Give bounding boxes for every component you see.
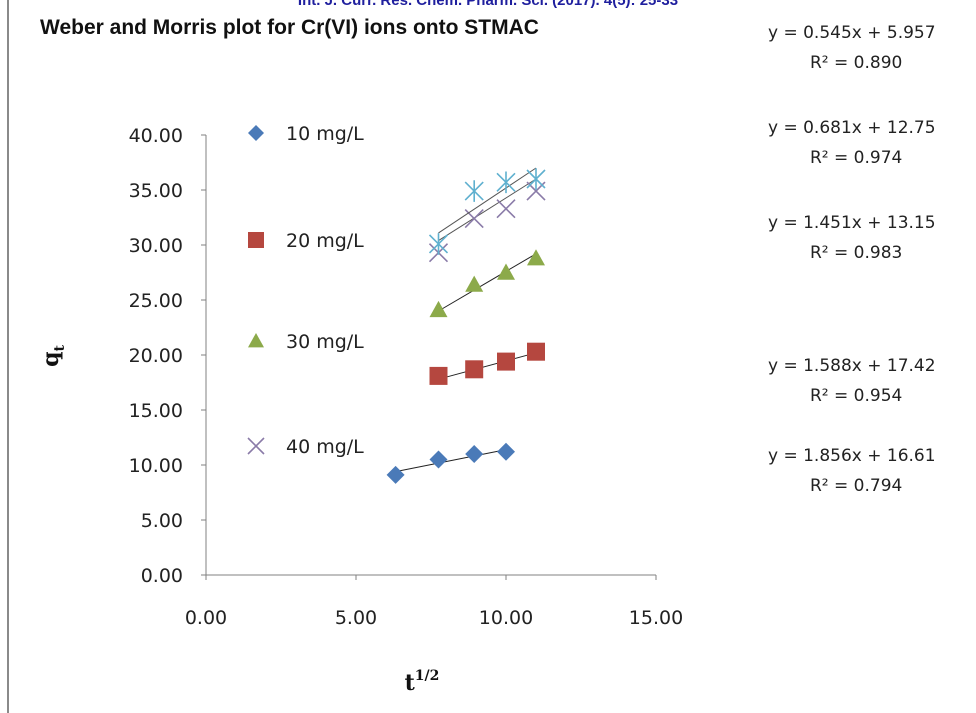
legend-marker	[247, 437, 265, 455]
y-tick-label: 20.00	[129, 345, 183, 367]
legend-label: 30 mg/L	[286, 331, 364, 353]
x-axis-label: t1/2	[405, 668, 440, 696]
trendline-series-1	[395, 449, 507, 473]
journal-header: Int. J. Curr. Res. Chem. Pharm. Sci. (20…	[297, 0, 679, 9]
data-point-series-5	[526, 168, 546, 190]
chart-title: Weber and Morris plot for Cr(VI) ions on…	[40, 16, 539, 39]
regression-equation: y = 0.545x + 5.957	[768, 23, 936, 43]
data-point-series-5	[496, 171, 516, 194]
regression-r2: R² = 0.890	[810, 53, 902, 73]
legend-marker	[248, 232, 264, 248]
regression-r2: R² = 0.954	[810, 386, 902, 406]
y-tick-label: 5.00	[141, 510, 183, 532]
trendline-series-2	[438, 352, 537, 380]
x-tick-label: 10.00	[479, 607, 533, 629]
data-point-series-1	[386, 465, 405, 484]
data-point-series-4	[464, 209, 484, 229]
regression-r2: R² = 0.974	[810, 148, 902, 168]
x-tick-label: 5.00	[335, 607, 377, 629]
data-point-series-1	[465, 445, 484, 463]
regression-equation: y = 1.856x + 16.61	[768, 446, 936, 466]
regression-equation: y = 0.681x + 12.75	[768, 118, 936, 138]
data-point-series-1	[429, 450, 448, 469]
x-tick-label: 15.00	[629, 607, 683, 629]
data-point-series-5	[428, 233, 449, 255]
regression-r2: R² = 0.983	[810, 243, 902, 263]
data-point-series-5	[464, 180, 484, 202]
y-tick-label: 35.00	[129, 180, 183, 202]
y-tick-label: 10.00	[129, 455, 183, 477]
data-point-series-3	[527, 249, 545, 266]
y-tick-label: 25.00	[129, 290, 183, 312]
data-point-series-3	[429, 300, 448, 318]
y-tick-label: 0.00	[141, 565, 183, 587]
y-tick-label: 15.00	[129, 400, 183, 422]
legend-label: 40 mg/L	[286, 436, 364, 458]
y-axis-label: qt	[38, 345, 68, 367]
data-point-series-4	[496, 199, 516, 219]
regression-r2: R² = 0.794	[810, 476, 902, 496]
x-tick-label: 0.00	[185, 607, 227, 629]
data-point-series-2	[465, 360, 484, 379]
y-tick-label: 40.00	[129, 125, 183, 147]
y-tick-label: 30.00	[129, 235, 183, 257]
data-point-series-3	[497, 263, 515, 280]
data-point-series-2	[527, 342, 545, 361]
data-point-series-2	[497, 352, 515, 371]
page-left-border	[7, 0, 9, 713]
legend-label: 20 mg/L	[286, 230, 364, 252]
legend-marker	[248, 125, 264, 141]
regression-equation: y = 1.451x + 13.15	[768, 213, 936, 233]
data-point-series-2	[429, 366, 448, 385]
legend-marker	[248, 333, 264, 348]
data-point-series-3	[465, 275, 484, 292]
legend-label: 10 mg/L	[286, 123, 364, 145]
trendline-series-4	[438, 178, 537, 242]
trendline-series-5	[438, 167, 537, 234]
regression-equation: y = 1.588x + 17.42	[768, 356, 936, 376]
data-point-series-1	[497, 442, 515, 461]
trendline-series-3	[438, 253, 537, 312]
